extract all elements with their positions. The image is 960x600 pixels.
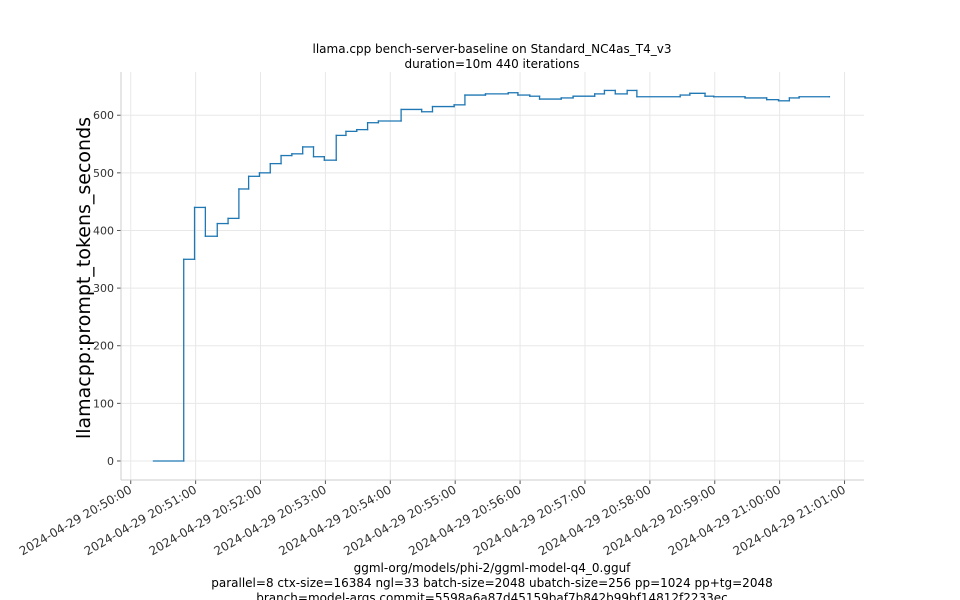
x-tick-label: 2024-04-29 20:53:00 [212, 482, 329, 558]
footer-line: parallel=8 ctx-size=16384 ngl=33 batch-s… [211, 576, 772, 590]
y-axis-label: llamacpp:prompt_tokens_seconds [73, 117, 95, 439]
y-tick-label: 0 [107, 455, 114, 468]
y-tick-label: 100 [93, 397, 114, 410]
y-tick-label: 400 [93, 224, 114, 237]
x-tick-label: 2024-04-29 21:01:00 [731, 482, 848, 558]
chart-subtitle: duration=10m 440 iterations [405, 57, 580, 71]
y-tick-label: 500 [93, 167, 114, 180]
x-tick-label: 2024-04-29 20:58:00 [536, 482, 653, 558]
y-tick-label: 200 [93, 340, 114, 353]
x-tick-label: 2024-04-29 20:52:00 [147, 482, 264, 558]
y-tick-label: 600 [93, 109, 114, 122]
y-tick-label: 300 [93, 282, 114, 295]
x-tick-label: 2024-04-29 21:00:00 [666, 482, 783, 558]
chart-title: llama.cpp bench-server-baseline on Stand… [313, 42, 672, 56]
footer-line: ggml-org/models/phi-2/ggml-model-q4_0.gg… [354, 561, 632, 575]
footer-line: branch=model-args commit=5598a6a87d45159… [256, 591, 728, 600]
x-tick-label: 2024-04-29 20:50:00 [17, 482, 134, 558]
x-tick-label: 2024-04-29 20:56:00 [406, 482, 523, 558]
x-tick-label: 2024-04-29 20:51:00 [82, 482, 199, 558]
x-tick-label: 2024-04-29 20:57:00 [471, 482, 588, 558]
x-tick-label: 2024-04-29 20:55:00 [341, 482, 458, 558]
x-tick-label: 2024-04-29 20:54:00 [276, 482, 393, 558]
x-tick-label: 2024-04-29 20:59:00 [601, 482, 718, 558]
